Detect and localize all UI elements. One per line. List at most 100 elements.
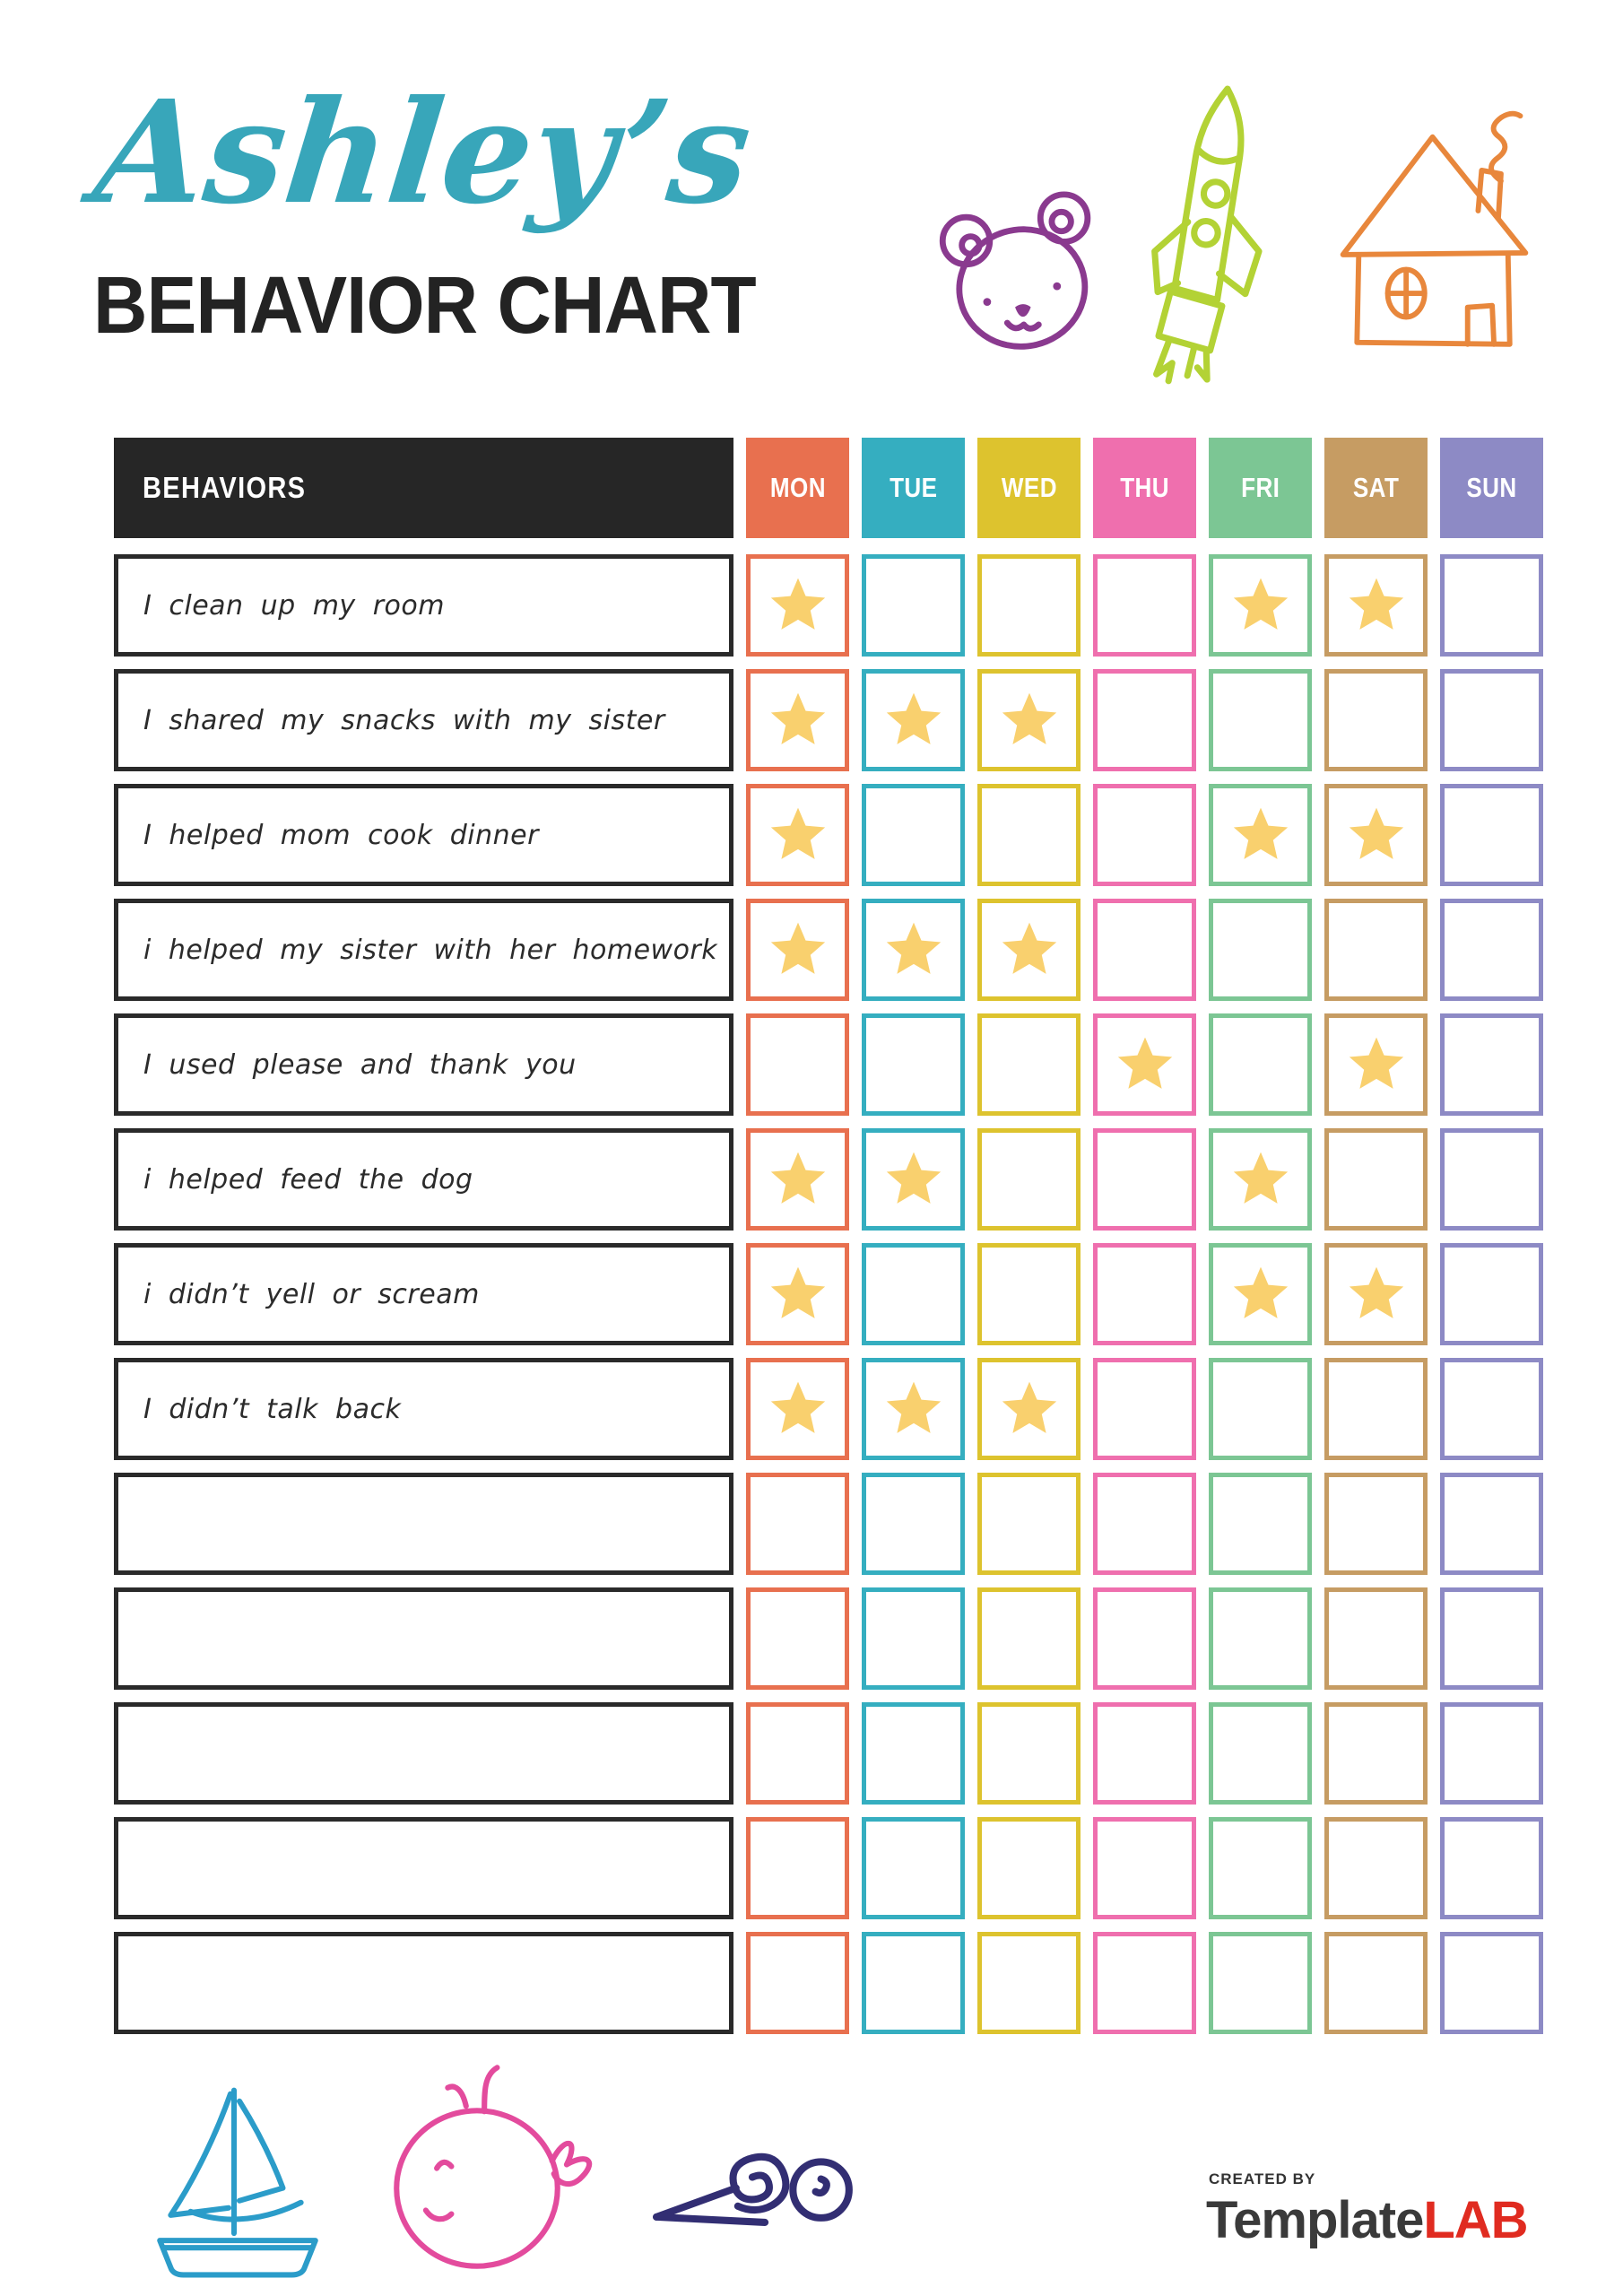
behavior-cell: [114, 1473, 733, 1575]
behavior-cell: I shared my snacks with my sister: [114, 669, 733, 771]
star-cell-tue: [862, 554, 965, 657]
star-icon: [1349, 1037, 1403, 1089]
star-cell-sun: [1440, 784, 1543, 886]
star-cell-mon: [746, 669, 849, 771]
star-cell-sat: [1324, 899, 1428, 1001]
star-cell-tue: [862, 1702, 965, 1805]
behavior-label: i helped my sister with her homework: [143, 934, 718, 966]
star-cell-sun: [1440, 1587, 1543, 1690]
star-cell-thu: [1093, 1587, 1196, 1690]
star-cell-fri: [1209, 1013, 1312, 1116]
star-cell-wed: [977, 1817, 1081, 1919]
behavior-cell: I didn’t talk back: [114, 1358, 733, 1460]
star-cell-mon: [746, 1932, 849, 2034]
star-cell-wed: [977, 1587, 1081, 1690]
star-icon: [1349, 1266, 1403, 1318]
star-cell-mon: [746, 784, 849, 886]
star-cell-sat: [1324, 1358, 1428, 1460]
star-cell-tue: [862, 1817, 965, 1919]
star-cell-mon: [746, 1128, 849, 1231]
star-cell-wed: [977, 899, 1081, 1001]
star-cell-sat: [1324, 669, 1428, 771]
star-icon: [1117, 1037, 1172, 1089]
star-cell-mon: [746, 899, 849, 1001]
behavior-cell: i helped my sister with her homework: [114, 899, 733, 1001]
star-icon: [1349, 578, 1403, 630]
star-icon: [886, 922, 941, 974]
page-title: BEHAVIOR CHART: [93, 261, 757, 351]
day-header-sun: SUN: [1440, 438, 1543, 538]
child-name-title: Ashley’s: [87, 70, 759, 236]
star-cell-sun: [1440, 1932, 1543, 2034]
star-cell-fri: [1209, 1702, 1312, 1805]
day-header-thu: THU: [1093, 438, 1196, 538]
star-icon: [770, 1266, 825, 1318]
snail-icon: [647, 2118, 864, 2233]
behavior-cell: [114, 1817, 733, 1919]
table-body: I clean up my room I shared my snacks wi…: [114, 554, 1545, 2034]
behaviors-header-label: BEHAVIORS: [143, 471, 307, 504]
behavior-cell: I used please and thank you: [114, 1013, 733, 1116]
star-icon: [770, 1152, 825, 1204]
day-header-fri: FRI: [1209, 438, 1312, 538]
behavior-cell: [114, 1587, 733, 1690]
table-row: i helped my sister with her homework: [114, 899, 1545, 1001]
behavior-label: I used please and thank you: [143, 1048, 577, 1081]
star-cell-wed: [977, 1013, 1081, 1116]
behavior-label: I didn’t talk back: [143, 1393, 402, 1425]
star-icon: [1233, 578, 1288, 630]
star-cell-fri: [1209, 1128, 1312, 1231]
star-cell-fri: [1209, 899, 1312, 1001]
star-cell-fri: [1209, 554, 1312, 657]
bear-icon: [933, 190, 1134, 356]
behavior-cell: [114, 1702, 733, 1805]
star-cell-thu: [1093, 784, 1196, 886]
star-cell-tue: [862, 1128, 965, 1231]
star-cell-wed: [977, 1128, 1081, 1231]
star-cell-sun: [1440, 1702, 1543, 1805]
star-cell-tue: [862, 669, 965, 771]
star-icon: [770, 922, 825, 974]
star-icon: [770, 692, 825, 744]
star-cell-tue: [862, 784, 965, 886]
day-header-label: SAT: [1352, 472, 1400, 503]
behavior-cell: [114, 1932, 733, 2034]
star-icon: [886, 692, 941, 744]
star-icon: [1002, 922, 1056, 974]
star-cell-wed: [977, 1358, 1081, 1460]
star-cell-fri: [1209, 669, 1312, 771]
star-cell-tue: [862, 899, 965, 1001]
brand-dark-text: Template: [1206, 2191, 1424, 2249]
star-cell-thu: [1093, 1473, 1196, 1575]
table-row: [114, 1587, 1545, 1690]
star-icon: [886, 1152, 941, 1204]
star-cell-thu: [1093, 1128, 1196, 1231]
star-cell-sat: [1324, 1243, 1428, 1345]
whale-icon: [386, 2058, 614, 2274]
house-icon: [1329, 99, 1540, 363]
star-cell-sun: [1440, 1817, 1543, 1919]
star-cell-tue: [862, 1358, 965, 1460]
table-row: I helped mom cook dinner: [114, 784, 1545, 886]
star-icon: [770, 807, 825, 859]
star-cell-thu: [1093, 669, 1196, 771]
star-cell-thu: [1093, 1702, 1196, 1805]
star-cell-mon: [746, 554, 849, 657]
star-icon: [886, 1381, 941, 1433]
behavior-label: i helped feed the dog: [143, 1163, 473, 1196]
star-cell-mon: [746, 1473, 849, 1575]
star-icon: [770, 578, 825, 630]
star-cell-sat: [1324, 1013, 1428, 1116]
star-icon: [1233, 1266, 1288, 1318]
star-cell-mon: [746, 1358, 849, 1460]
star-cell-wed: [977, 669, 1081, 771]
star-cell-wed: [977, 1702, 1081, 1805]
table-row: I shared my snacks with my sister: [114, 669, 1545, 771]
table-row: [114, 1932, 1545, 2034]
day-header-label: WED: [1001, 472, 1057, 503]
templatelab-logo: TemplateLAB: [1206, 2190, 1547, 2250]
star-icon: [1002, 692, 1056, 744]
day-header-tue: TUE: [862, 438, 965, 538]
behavior-label: i didn’t yell or scream: [143, 1278, 480, 1310]
